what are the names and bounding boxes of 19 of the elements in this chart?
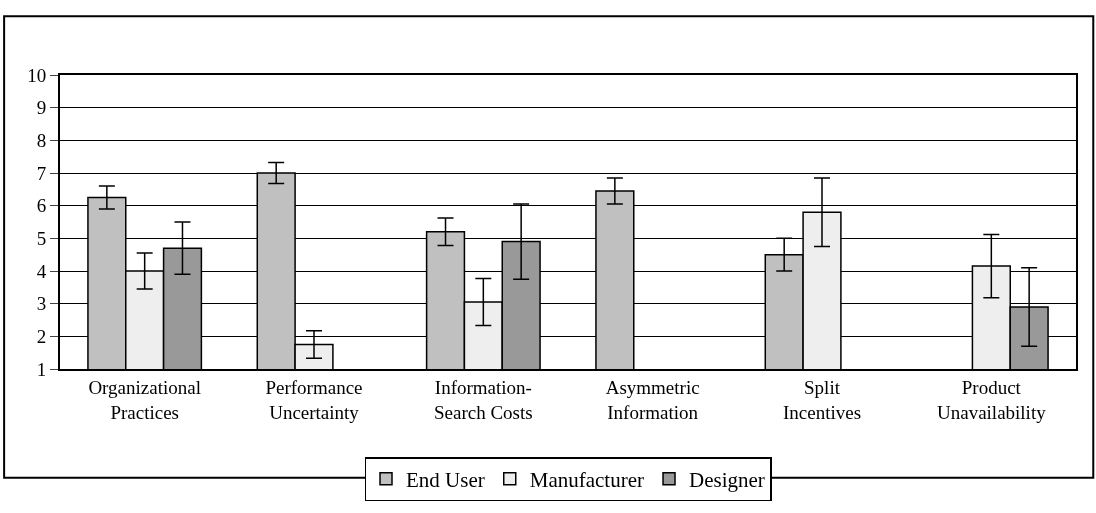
y-tick-label: 2 bbox=[36, 325, 47, 347]
x-tick-label: Performance Uncertainty bbox=[265, 376, 363, 423]
x-tick-label: Product Unavailability bbox=[936, 376, 1047, 423]
y-tick-label: 10 bbox=[27, 64, 47, 86]
y-tick-label: 5 bbox=[36, 227, 47, 249]
legend-label: Manufacturer bbox=[529, 468, 645, 493]
y-tick-label: 3 bbox=[36, 293, 47, 315]
legend-label: End User bbox=[406, 468, 485, 493]
y-tick-label: 4 bbox=[36, 260, 47, 282]
x-tick-label: Organizational Practices bbox=[88, 376, 201, 423]
y-tick-label: 1 bbox=[36, 358, 47, 380]
x-tick-label: Information- Search Costs bbox=[433, 376, 533, 423]
legend-label: Designer bbox=[689, 468, 765, 493]
x-tick-label: Asymmetric Information bbox=[605, 376, 700, 423]
y-tick-label: 8 bbox=[36, 129, 47, 151]
y-tick-label: 9 bbox=[36, 97, 47, 119]
x-tick-label: Split Incentives bbox=[782, 376, 862, 423]
y-tick-label: 7 bbox=[36, 162, 47, 184]
y-tick-label: 6 bbox=[36, 195, 47, 217]
